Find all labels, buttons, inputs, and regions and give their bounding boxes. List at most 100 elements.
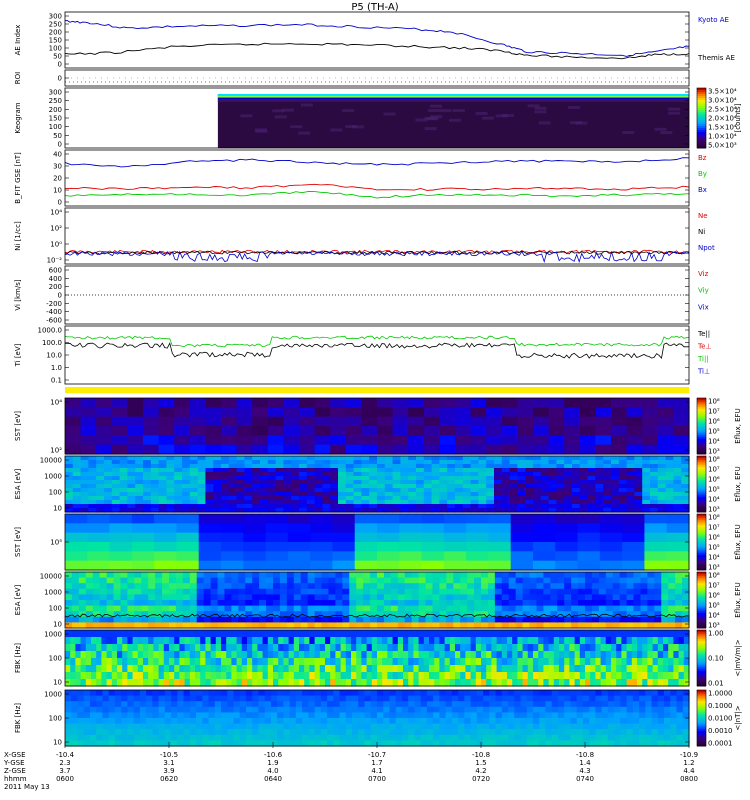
xaxis-value: 1.9 [267,759,278,767]
heatmap-cell [616,637,622,645]
keogram-texture [274,115,287,119]
heatmap-cell [426,712,434,719]
heatmap-cell [338,480,347,485]
heatmap-cell [257,679,264,687]
heatmap-cell [400,480,409,485]
heatmap-cell [113,605,122,612]
heatmap-cell [158,740,166,747]
heatmap-cell [377,398,394,408]
heatmap-cell [119,480,128,485]
colorbar-cell [697,525,706,528]
heatmap-cell [78,588,87,595]
heatmap-cell [133,695,141,702]
heatmap-cell [470,508,479,513]
heatmap-cell [640,583,648,590]
colorbar-cell [697,452,706,455]
heatmap-cell [335,622,343,629]
heatmap-cell [158,658,165,666]
heatmap-cell [681,492,690,497]
heatmap-cell [287,514,311,524]
colorbar-cell [697,712,706,715]
colorbar-cell [697,723,706,726]
heatmap-cell [585,616,593,623]
heatmap-cell [197,468,206,473]
heatmap-cell [607,690,615,697]
heatmap-cell [478,508,487,513]
heatmap-cell [287,532,311,543]
heatmap-cell [595,435,612,446]
heatmap-cell [626,492,635,497]
heatmap-cell [286,616,295,623]
heatmap-cell [252,398,269,408]
heatmap-cell [121,729,128,736]
heatmap-cell [189,600,198,607]
heatmap-cell [408,500,417,505]
heatmap-cell [307,577,316,584]
heatmap-cell [553,630,560,638]
ytick-label: 1.0 [51,364,62,372]
heatmap-cell [664,695,671,702]
heatmap-cell [287,542,311,552]
heatmap-cell [371,672,378,680]
colorbar-cell [697,467,706,470]
heatmap-cell [598,594,607,601]
heatmap-cell [507,630,513,638]
heatmap-cell [245,605,253,612]
heatmap-cell [377,718,384,725]
heatmap-cell [451,701,459,708]
heatmap-cell [227,740,235,747]
heatmap-cell [418,577,427,584]
heatmap-cell [214,712,222,719]
heatmap-cell [683,665,690,673]
heatmap-cell [174,504,183,509]
heatmap-cell [109,532,133,543]
heatmap-cell [330,504,339,509]
heatmap-cell [369,456,378,461]
heatmap-cell [166,492,175,497]
heatmap-cell [657,690,665,697]
heatmap-cell [600,651,607,659]
heatmap-cell [330,476,339,481]
heatmap-cell [352,734,359,741]
heatmap-cell [598,600,607,607]
heatmap-cell [470,444,487,455]
heatmap-cell [470,407,487,418]
colorbar-cell [697,693,706,697]
heatmap-cell [102,718,110,725]
heatmap-cell [270,718,278,725]
heatmap-cell [408,701,416,708]
heatmap-cell [278,651,284,659]
keogram-texture [240,114,253,118]
heatmap-cell [354,560,378,571]
heatmap-cell [85,611,94,618]
heatmap-cell [252,407,269,418]
heatmap-cell [481,637,487,645]
heatmap-cell [304,644,310,652]
heatmap-cell [603,488,612,493]
fbk_b-ylabel: FBK [Hz] [14,703,22,733]
heatmap-cell [637,665,643,673]
heatmap-cell [668,658,674,666]
heatmap-cell [464,718,472,725]
heatmap-cell [642,460,651,465]
heatmap-cell [65,532,88,543]
heatmap-cell [483,718,490,725]
heatmap-cell [221,460,230,465]
heatmap-cell [257,665,264,673]
legend-entry: Te⊥ [697,343,712,351]
heatmap-cell [383,740,391,747]
heatmap-cell [231,594,239,601]
heatmap-cell [397,577,406,584]
heatmap-cell [539,690,547,697]
heatmap-cell [476,690,484,697]
heatmap-cell [314,588,323,595]
heatmap-cell [338,484,347,489]
heatmap-cell [423,679,430,687]
heatmap-cell [607,740,615,747]
heatmap-cell [657,729,665,736]
heatmap-cell [421,560,445,571]
colorbar-cell [697,403,706,406]
xaxis-value: 0620 [160,775,178,783]
ytick-label: 10 [53,505,62,513]
heatmap-cell [70,672,76,680]
